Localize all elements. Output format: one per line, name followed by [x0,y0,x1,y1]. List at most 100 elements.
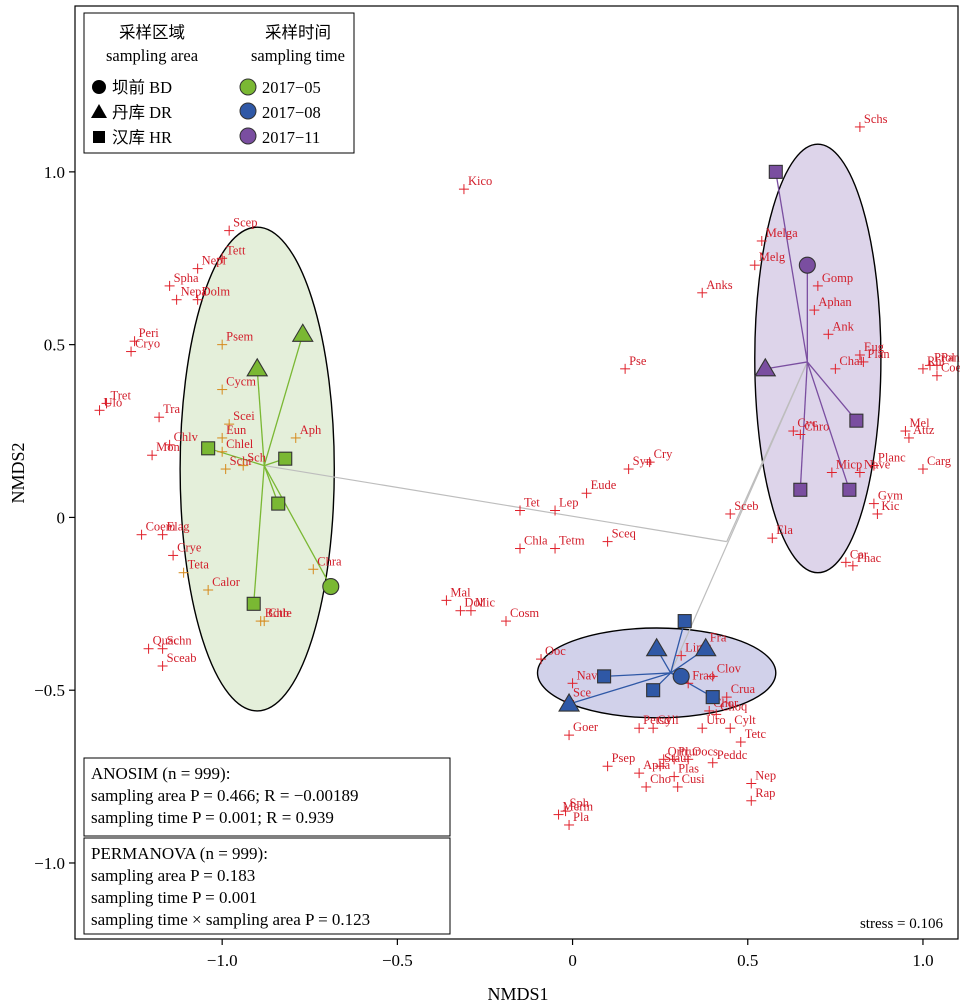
spider-line [765,361,808,370]
species-label: Sceb [734,499,758,513]
species-Scei: Scei [224,409,255,430]
species-Cyc: Cyc [788,416,818,437]
species-label: Tetm [559,534,585,548]
site-square-2017-05 [246,596,261,611]
y-tick-label: 0.5 [44,336,65,355]
site-triangle-2017-11 [754,357,777,377]
site-square-2017-11 [849,413,864,428]
species-label: Mic [475,596,496,610]
species-label: Botb [265,606,289,620]
species-label: Ela [776,523,793,537]
species-Schs: Schs [854,112,888,132]
site-square-2017-08 [705,690,720,705]
species-label: Tetc [745,727,767,741]
species-Car: Car [840,547,869,568]
species-label: Psep [612,751,636,765]
species-Peri: Peri [129,326,160,347]
species-label: Melga [766,226,798,240]
legend-area-header-cn: 采样区域 [119,23,185,42]
species-Nave: Nave [854,458,891,478]
species-Coer: Coer [931,361,960,381]
legend-2017-08-swatch [239,102,257,120]
species-label: Tra [163,402,180,416]
species-Calor: Calor [203,575,241,595]
site-square-2017-08 [597,669,612,684]
species-Lep: Lep [550,496,578,516]
permanova-box: PERMANOVA (n = 999): sampling area P = 0… [83,837,451,935]
spider-line [806,361,857,422]
species-Chlel: Chlel [217,437,254,457]
species-Cusi: Cusi [672,772,705,792]
species-Scep: Scep [224,216,257,236]
y-tick-label: −1.0 [34,854,65,873]
species-label: Chal [839,354,863,368]
species-Chla: Chla [515,534,548,554]
species-label: Sceab [167,651,197,665]
permanova-area-line: sampling area P = 0.183 [91,866,255,885]
species-Panm: Panm [931,350,960,371]
species-Crua: Crua [721,682,755,703]
species-label: Aph [300,423,322,437]
centroid-link [670,361,808,674]
species-label: Calor [212,575,241,589]
y-axis-title: NMDS2 [8,442,28,503]
species-label: Chlv [174,430,199,444]
species-label: Gomp [822,271,853,285]
species-label: Chla [524,534,548,548]
species-label: Anks [706,278,733,292]
site-markers [201,164,864,712]
species-Merm: Merm [553,800,594,820]
species-Oocs: Oocs [683,744,718,765]
species-Sph: Sph [560,796,590,817]
species-Psep: Psep [602,751,636,772]
species-Ank: Ank [823,319,855,340]
species-label: Frao [692,668,715,682]
species-label: Peri [139,326,160,340]
species-label: Sceq [612,527,637,541]
spider-line [806,361,850,490]
site-triangle-2017-08 [645,637,668,657]
permanova-interaction-line: sampling time × sampling area P = 0.123 [91,910,370,929]
species-Teta: Teta [178,558,210,578]
species-Cylt: Cylt [725,713,756,734]
species-label: Micp [836,458,862,472]
x-axis-ticks: −1.0 −0.5 0 0.5 1.0 [207,939,934,970]
species-Melg: Melg [749,250,786,271]
species-label: Prol [934,350,955,364]
anosim-title: ANOSIM (n = 999): [91,764,230,783]
species-Plur: Plur [669,744,700,765]
species-Ooc: Ooc [536,644,566,665]
species-label: Teta [188,558,210,572]
legend: 采样区域 sampling area 采样时间 sampling time 坝前… [83,12,355,154]
species-label: Merm [563,800,594,814]
species-Crye: Crye [168,540,202,561]
species-Mel: Mel [900,416,930,437]
legend-time-2017-11: 2017−11 [262,128,320,147]
species-Petsd: Petsd [634,713,671,734]
anosim-area-line: sampling area P = 0.466; R = −0.00189 [91,786,359,805]
species-label: Sce [573,686,592,700]
spider-line [604,672,671,678]
species-label: Coem [146,520,176,534]
species-Chlv: Chlv [164,430,199,450]
species-Sceb: Sceb [725,499,759,519]
legend-time-header-en: sampling time [251,46,345,65]
species-Nep: Nep [746,769,776,789]
species-Mon: Mon [147,440,180,461]
species-Dolm: Dolm [192,285,230,305]
y-tick-label: 0 [57,508,66,527]
species-label: Elag [167,520,191,534]
x-tick-label: 1.0 [912,951,933,970]
species-label: Rap [755,786,775,800]
species-label: Eug [864,340,885,354]
species-label: Ortr [668,744,690,758]
species-label: Plas [678,762,699,776]
species-Cryo: Cryo [126,337,160,357]
species-label: Scei [233,409,255,423]
species-label: Schn [167,634,193,648]
species-label: Tret [111,388,132,402]
site-square-2017-11 [793,482,808,497]
species-Apha: Apha [634,758,671,779]
species-Tet: Tet [515,496,540,516]
